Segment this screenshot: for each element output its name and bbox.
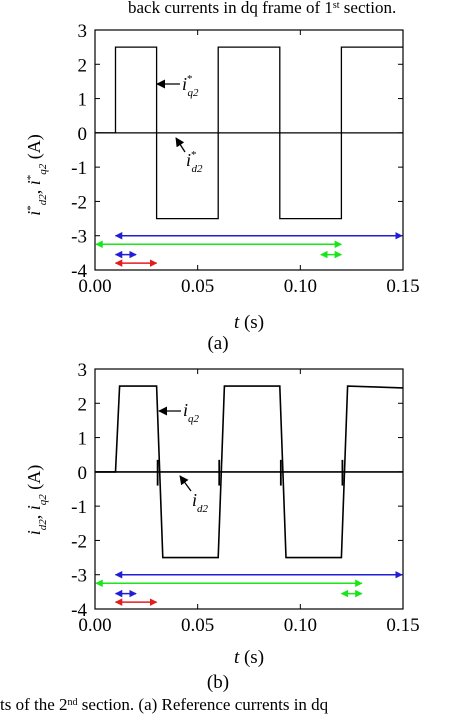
y-tick-label-a: -3 xyxy=(71,227,87,248)
annotation-arrow-id2-b xyxy=(179,475,192,492)
caption-top: back currents in dq frame of 1st section… xyxy=(128,0,396,17)
x-tick-label-a: 0.05 xyxy=(181,276,214,297)
annotation-iq2-ref: i* q2 xyxy=(182,73,199,99)
y-tick-label-b: -2 xyxy=(71,531,87,552)
annotation-id2-ref: i* d2 xyxy=(186,149,203,175)
y-tick-label-a: 3 xyxy=(78,21,88,42)
y-tick-label-a: -4 xyxy=(71,261,87,282)
y-tick-label-b: 3 xyxy=(78,360,88,381)
x-tick-label-b: 0.10 xyxy=(284,615,317,636)
caption-bottom: ts of the 2nd section. (a) Reference cur… xyxy=(0,695,329,714)
annotation-iq2-meas: iq2 xyxy=(183,400,200,425)
x-tick-label-b: 0.00 xyxy=(78,615,111,636)
y-tick-label-a: 1 xyxy=(78,90,88,111)
y-tick-label-a: 2 xyxy=(78,55,88,76)
y-tick-label-a: -1 xyxy=(71,158,87,179)
y-tick-label-a: -2 xyxy=(71,192,87,213)
plot-area-a: 3 2 1 0 -1 -2 -3 -40.00 0.05 0.10 0.15 xyxy=(71,21,419,297)
x-axis-label-a: t (s) xyxy=(234,312,264,333)
y-tick-label-b: 0 xyxy=(78,463,88,484)
plot-area-b: 3 2 1 0 -1 -2 -3 -40.00 0.05 0.10 0.15 xyxy=(71,360,419,636)
chart-panel-b: 3 2 1 0 -1 -2 -3 -40.00 0.05 0.10 0.15 id2, iq2 (A… xyxy=(24,360,420,693)
annotation-id2-meas: id2 xyxy=(192,490,209,515)
y-axis-label-b: id2, iq2 (A) xyxy=(24,465,49,536)
y-tick-label-b: -3 xyxy=(71,566,87,587)
annotation-arrow-id2-a xyxy=(175,137,186,153)
chart-panel-a: 3 2 1 0 -1 -2 -3 -40.00 0.05 0.10 0.15 i*d2, i*q2 … xyxy=(24,21,420,354)
y-tick-label-b: -4 xyxy=(71,600,87,621)
y-tick-label-b: -1 xyxy=(71,497,87,518)
panel-label-a: (a) xyxy=(207,333,228,354)
x-tick-label-a: 0.15 xyxy=(386,276,419,297)
y-tick-label-b: 1 xyxy=(78,429,88,450)
x-axis-label-b: t (s) xyxy=(234,647,264,668)
x-tick-label-a: 0.10 xyxy=(284,276,317,297)
y-tick-label-a: 0 xyxy=(78,124,88,145)
y-tick-label-b: 2 xyxy=(78,394,88,415)
plot-frame-a xyxy=(94,29,404,271)
panel-label-b: (b) xyxy=(207,672,229,693)
x-tick-label-a: 0.00 xyxy=(78,276,111,297)
x-tick-label-b: 0.05 xyxy=(181,615,214,636)
plot-frame-b xyxy=(94,368,404,610)
y-axis-label-a: i*d2, i*q2 (A) xyxy=(24,134,49,216)
x-tick-label-b: 0.15 xyxy=(386,615,419,636)
